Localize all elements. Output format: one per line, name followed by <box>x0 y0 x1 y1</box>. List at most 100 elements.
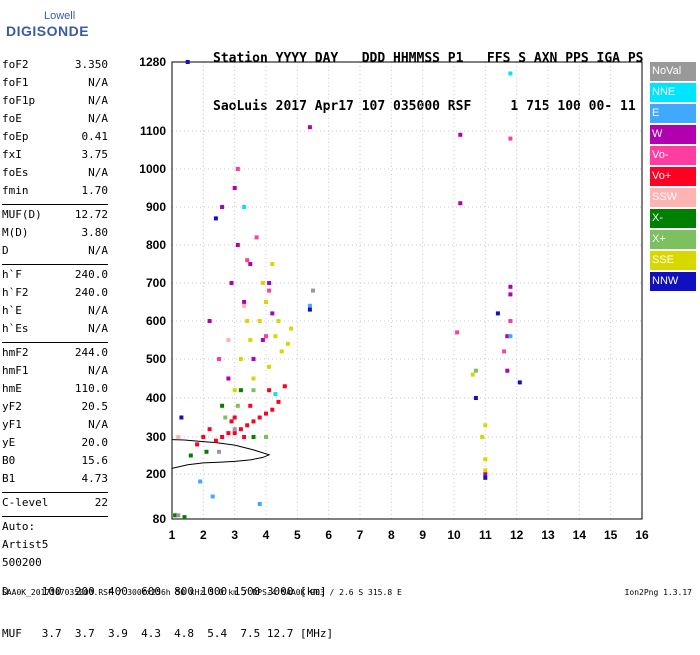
data-point-vo- <box>229 419 234 424</box>
param-value: 3.80 <box>81 226 109 239</box>
data-point-w <box>483 472 488 476</box>
ionogram-chart: 1 2 3 4 5 6 7 8 9 10 11 12 13 14 15 1680200300400500600… <box>139 55 649 542</box>
param-label: yF2 <box>2 400 22 413</box>
data-point-ssw <box>176 435 181 439</box>
data-point-nnw <box>517 380 522 385</box>
y-tick-label: 900 <box>146 200 166 214</box>
param-row: foF2 3.350 <box>2 56 108 74</box>
x-tick-label: 1 <box>169 528 176 542</box>
data-point-vo- <box>508 319 513 323</box>
param-value: N/A <box>88 244 108 257</box>
data-point-w <box>242 300 247 304</box>
param-value: 110.0 <box>74 382 108 395</box>
param-row: D N/A <box>2 242 108 260</box>
data-point-vo- <box>264 411 268 416</box>
data-point-vo- <box>502 349 507 354</box>
data-point-x- <box>188 453 193 458</box>
x-tick-label: 13 <box>541 528 555 542</box>
data-point-vo- <box>455 330 460 335</box>
data-point-nne <box>242 205 247 209</box>
param-label: foF1 <box>2 76 29 89</box>
data-point-w <box>207 319 212 323</box>
data-point-w <box>267 281 272 285</box>
data-point-x- <box>235 403 240 408</box>
data-point-noval <box>176 513 181 518</box>
logo-line1: Lowell <box>44 10 76 22</box>
param-value: N/A <box>88 112 108 125</box>
data-point-sse <box>483 468 488 473</box>
data-point-vo- <box>248 403 253 408</box>
y-tick-label: 700 <box>146 276 166 290</box>
data-point-w <box>226 376 231 381</box>
data-point-e <box>198 479 203 484</box>
data-point-x- <box>238 388 243 393</box>
data-point-vo- <box>226 431 231 436</box>
data-point-nnw <box>185 60 190 64</box>
param-label: foF1p <box>2 94 36 107</box>
param-value: 244.0 <box>74 346 108 359</box>
data-point-vo- <box>508 136 513 141</box>
param-row: fmin 1.70 <box>2 182 108 200</box>
data-point-vo- <box>245 423 250 428</box>
data-point-w <box>251 357 256 361</box>
data-point-sse <box>248 338 253 342</box>
data-point-w <box>307 125 312 130</box>
data-point-nnw <box>495 311 500 316</box>
profile-trace <box>171 439 271 469</box>
param-label: h`Es <box>2 322 29 335</box>
data-point-e <box>257 502 262 506</box>
data-point-vo- <box>257 415 262 420</box>
param-label: foEs <box>2 166 29 179</box>
x-tick-label: 4 <box>263 528 270 542</box>
data-point-vo- <box>245 258 250 263</box>
legend-item: W <box>650 125 696 144</box>
param-row: hmE 110.0 <box>2 380 108 398</box>
param-label: hmE <box>2 382 22 395</box>
param-row: M(D) 3.80 <box>2 224 108 242</box>
param-row: h`E N/A <box>2 302 108 320</box>
data-point-w <box>505 368 510 373</box>
data-point-x- <box>182 515 187 520</box>
param-row: hmF2 244.0 <box>2 344 108 362</box>
param-row: foEs N/A <box>2 164 108 182</box>
data-point-vo- <box>201 435 206 439</box>
legend-item: NNW <box>650 272 696 291</box>
data-point-sse <box>238 357 243 361</box>
data-point-sse <box>273 334 278 339</box>
param-label: foE <box>2 112 22 125</box>
x-tick-label: 11 <box>479 528 492 542</box>
data-point-sse <box>260 281 265 285</box>
data-point-w <box>235 243 240 247</box>
data-point-noval <box>311 288 315 293</box>
data-point-x- <box>251 435 256 439</box>
data-point-x- <box>223 415 228 420</box>
x-tick-label: 9 <box>419 528 426 542</box>
x-tick-label: 8 <box>388 528 395 542</box>
header-line2: SaoLuis 2017 Apr17 107 035000 RSF 1 715 … <box>213 99 636 114</box>
param-row: fxI 3.75 <box>2 146 108 164</box>
data-point-x- <box>173 513 178 518</box>
separator <box>2 516 108 517</box>
legend-item: Vo+ <box>650 167 696 186</box>
y-tick-label: 400 <box>146 391 166 405</box>
param-value: 22 <box>94 496 108 509</box>
data-point-w <box>505 334 510 339</box>
data-point-vo- <box>251 419 256 424</box>
param-value: 20.5 <box>81 400 109 413</box>
param-value: N/A <box>88 322 108 335</box>
param-value: N/A <box>88 304 108 317</box>
data-point-x- <box>473 368 478 373</box>
param-value: 12.72 <box>74 208 108 221</box>
param-label: MUF(D) <box>2 208 42 221</box>
param-value: N/A <box>88 364 108 377</box>
param-row: yE 20.0 <box>2 434 108 452</box>
legend-item: NNE <box>650 83 696 102</box>
data-point-sse <box>279 349 284 354</box>
data-point-nnw <box>179 415 184 420</box>
data-point-w <box>270 311 275 316</box>
param-row: h`F2 240.0 <box>2 284 108 302</box>
data-point-sse <box>470 372 475 377</box>
param-label: B1 <box>2 472 16 485</box>
data-point-nne <box>508 71 513 76</box>
data-point-x- <box>251 388 256 393</box>
